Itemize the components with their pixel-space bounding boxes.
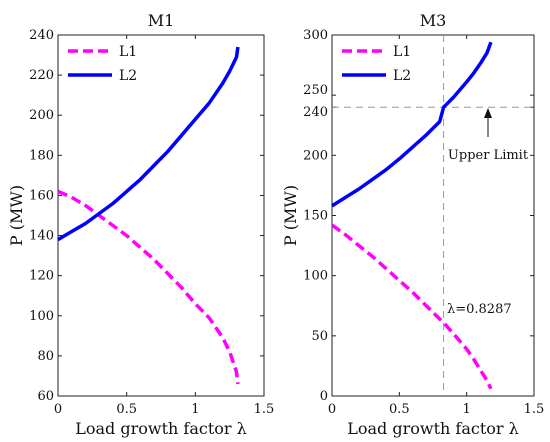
y-tick-label: 240	[29, 28, 54, 43]
x-tick-label: 0	[54, 402, 62, 417]
plot-frame	[331, 34, 535, 397]
legend-label-l2: L2	[119, 68, 137, 84]
x-tick-label: 0	[328, 402, 336, 417]
x-tick-label: 0.5	[116, 402, 137, 417]
y-tick-label: 100	[29, 309, 54, 324]
chart-title: M1	[148, 11, 175, 30]
legend-label-l2: L2	[393, 68, 411, 84]
y-tick-label: 240	[303, 105, 328, 120]
chart-title: M3	[420, 11, 447, 30]
y-tick-label: 220	[29, 68, 54, 83]
y-tick-label: 60	[37, 389, 54, 404]
legend-label-l1: L1	[393, 44, 411, 60]
y-axis-label: P (MW)	[281, 185, 300, 246]
series-line-l1	[57, 189, 240, 385]
plot-frame	[57, 34, 265, 397]
y-tick-label: 300	[303, 28, 328, 43]
y-tick-label: 120	[29, 269, 54, 284]
y-axis-label: P (MW)	[7, 185, 26, 246]
y-tick-label: 200	[303, 148, 328, 163]
x-tick-label: 0.5	[389, 402, 410, 417]
lambda-value-label: λ=0.8287	[447, 302, 512, 317]
panel-m1: M1 0 0.5 1 1.5 60 80 100 120 140 160 180 200 220 240 Lo…	[7, 11, 274, 438]
y-tick-label: 80	[37, 349, 54, 364]
x-tick-label: 1.5	[524, 402, 545, 417]
panel-m3: M3 0 0.5 1 1.5 0 50 100 150 200 240 250 300 Load grow…	[281, 11, 544, 438]
y-tick-label: 50	[311, 329, 328, 344]
x-tick-label: 1.5	[254, 402, 275, 417]
x-axis-label: Load growth factor λ	[75, 419, 247, 438]
y-tick-label: 180	[29, 148, 54, 163]
y-tick-label: 160	[29, 188, 54, 203]
y-tick-label: 200	[29, 108, 54, 123]
y-tick-label: 140	[29, 229, 54, 244]
legend-label-l1: L1	[119, 44, 137, 60]
y-tick-label: 150	[303, 209, 328, 224]
upper-limit-arrowhead	[484, 108, 492, 118]
x-tick-label: 1	[191, 402, 199, 417]
series-line-l1	[330, 223, 493, 390]
series-line-l2	[331, 41, 493, 208]
y-tick-label: 0	[320, 389, 328, 404]
y-tick-label: 250	[303, 83, 328, 98]
upper-limit-label: Upper Limit	[448, 148, 529, 163]
y-tick-label: 100	[303, 269, 328, 284]
x-tick-label: 1	[463, 402, 471, 417]
x-axis-label: Load growth factor λ	[347, 419, 519, 438]
series-line-l2	[57, 46, 240, 242]
